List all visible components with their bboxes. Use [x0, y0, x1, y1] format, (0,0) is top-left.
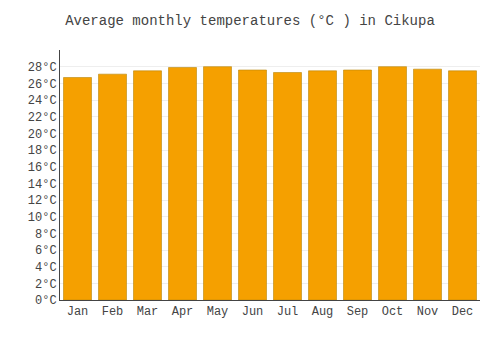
svg-text:26°C: 26°C	[28, 78, 57, 92]
svg-text:28°C: 28°C	[28, 61, 57, 75]
svg-text:12°C: 12°C	[28, 194, 57, 208]
svg-text:Oct: Oct	[382, 305, 404, 319]
svg-text:Average monthly temperatures (: Average monthly temperatures (°C ) in Ci…	[65, 13, 435, 29]
svg-text:6°C: 6°C	[35, 244, 57, 258]
svg-text:Aug: Aug	[312, 305, 334, 319]
svg-text:Mar: Mar	[137, 305, 159, 319]
svg-text:18°C: 18°C	[28, 144, 57, 158]
svg-text:Jan: Jan	[67, 305, 89, 319]
svg-text:20°C: 20°C	[28, 128, 57, 142]
svg-text:Dec: Dec	[452, 305, 474, 319]
svg-text:Apr: Apr	[172, 305, 194, 319]
svg-text:22°C: 22°C	[28, 111, 57, 125]
svg-text:Nov: Nov	[417, 305, 439, 319]
svg-text:16°C: 16°C	[28, 161, 57, 175]
svg-text:Jun: Jun	[242, 305, 264, 319]
svg-text:4°C: 4°C	[35, 261, 57, 275]
svg-text:10°C: 10°C	[28, 211, 57, 225]
svg-text:8°C: 8°C	[35, 228, 57, 242]
svg-text:0°C: 0°C	[35, 294, 57, 308]
svg-text:2°C: 2°C	[35, 278, 57, 292]
svg-text:May: May	[207, 305, 229, 319]
svg-text:Sep: Sep	[347, 305, 369, 319]
svg-text:14°C: 14°C	[28, 178, 57, 192]
svg-text:Jul: Jul	[277, 305, 299, 319]
svg-text:24°C: 24°C	[28, 94, 57, 108]
svg-text:Feb: Feb	[102, 305, 124, 319]
